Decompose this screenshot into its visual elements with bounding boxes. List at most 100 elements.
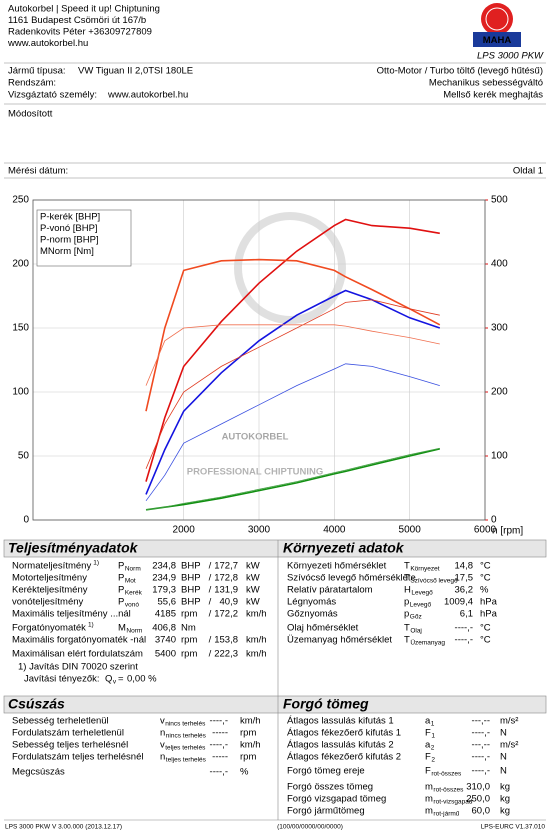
symbol: m (425, 794, 433, 805)
row-cell: Nm (181, 623, 196, 634)
company-line: 1161 Budapest Csömöri út 167/b (8, 15, 146, 26)
x-tick-label: 3000 (248, 525, 271, 536)
row-cell: ----- (212, 728, 228, 739)
row-cell: km/h (246, 609, 267, 620)
row-label: Gőznyomás (287, 609, 338, 620)
symbol: Q (105, 674, 112, 685)
row-label: Átlagos lassulás kifutás 1 (287, 716, 394, 727)
row-cell: 310,0 (466, 782, 490, 793)
vehicle-info: Mellső kerék meghajtás (443, 90, 543, 101)
row-cell: / (209, 561, 212, 572)
row-cell: km/h (246, 635, 267, 646)
company-line: Radenkovits Péter +36309727809 (8, 27, 152, 38)
symbol: P (118, 585, 124, 596)
symbol: p (404, 597, 409, 608)
x-tick-label: 2000 (173, 525, 196, 536)
row-label: Forgó tömeg ereje (287, 766, 365, 777)
symbol-sub: Olaj (410, 628, 422, 635)
symbol: M (118, 623, 126, 634)
x-axis-label: n [rpm] (492, 526, 523, 537)
symbol: a (425, 740, 431, 751)
row-cell: ----,- (210, 740, 228, 751)
row-label: Átlagos lassulás kifutás 2 (287, 740, 394, 751)
x-tick-label: 4000 (323, 525, 346, 536)
date-label: Mérési dátum: (8, 166, 68, 177)
symbol-sub: Szívócső levegő (410, 578, 458, 585)
row-cell: BHP (181, 561, 201, 572)
row-cell: 234,9 (152, 573, 176, 584)
row-cell: 172,8 (214, 573, 238, 584)
section-title: Teljesítményadatok (8, 540, 139, 556)
legend-entry: MNorm [Nm] (40, 246, 94, 257)
row-cell: 4185 (155, 609, 176, 620)
symbol-sub: Gőz (410, 614, 422, 621)
row-cell: 3740 (155, 635, 176, 646)
company-line: Autokorbel | Speed it up! Chiptuning (8, 4, 160, 15)
symbol-sub: 1 (431, 733, 435, 740)
row-cell: 250,0 (466, 794, 490, 805)
row-cell: / (209, 573, 212, 584)
symbol-sub: Kerék (125, 590, 143, 597)
row-label: Olaj hőmérséklet (287, 623, 359, 634)
product-name: LPS 3000 PKW (477, 51, 544, 62)
legend-box (36, 209, 132, 267)
symbol: F (425, 752, 431, 763)
row-cell: km/h (240, 716, 261, 727)
footnote: = (118, 674, 124, 685)
y2-tick-label: 300 (491, 323, 508, 334)
row-cell: ----,- (455, 623, 473, 634)
section-bar (3, 539, 547, 558)
symbol: v (160, 740, 165, 751)
row-cell: 234,8 (152, 561, 176, 572)
row-cell: 5400 (155, 649, 176, 660)
y2-tick-label: 500 (491, 195, 508, 206)
row-note: 1) (88, 622, 94, 629)
row-cell: 60,0 (472, 806, 491, 817)
row-label: Sebesség terheletlenül (12, 716, 109, 727)
y2-tick-label: 100 (491, 451, 508, 462)
logo-badge (485, 7, 509, 31)
symbol-sub: v (113, 679, 117, 686)
legend-entry: P-norm [BHP] (40, 235, 99, 246)
vehicle-value: www.autokorbel.hu (107, 90, 188, 101)
vehicle-info: Otto-Motor / Turbo töltő (levegő hűtésű) (377, 66, 543, 77)
symbol-sub: nincs terhelés (165, 721, 206, 728)
row-label: Megcsúszás (12, 767, 65, 778)
vehicle-label: Jármű típusa: (8, 66, 66, 77)
row-label: Üzemanyag hőmérséklet (287, 635, 392, 646)
series-line (145, 299, 440, 469)
symbol-sub: 2 (431, 757, 435, 764)
series-line (145, 218, 440, 482)
row-cell: % (240, 767, 249, 778)
vehicle-label: Rendszám: (8, 78, 56, 89)
watermark: AUTOKORBEL (222, 432, 289, 443)
symbol: m (425, 782, 433, 793)
row-cell: ----,- (455, 635, 473, 646)
symbol-sub: 2 (431, 745, 435, 752)
symbol-sub: Norm (125, 566, 141, 573)
symbol: T (404, 635, 410, 646)
row-cell: 406,8 (152, 623, 176, 634)
symbol: a (425, 716, 431, 727)
row-cell: BHP (181, 585, 201, 596)
symbol: F (425, 766, 431, 777)
symbol: m (425, 806, 433, 817)
row-label: Forgó összes tömeg (287, 782, 373, 793)
row-cell: rpm (181, 635, 197, 646)
symbol-sub: 1 (431, 721, 435, 728)
row-cell: / (209, 597, 212, 608)
row-label: Légnyomás (287, 597, 336, 608)
note: Módosított (8, 109, 53, 120)
symbol: n (160, 752, 165, 763)
y-tick-label: 200 (12, 259, 29, 270)
row-cell: kW (246, 597, 260, 608)
row-cell: ----,- (472, 752, 490, 763)
row-label: Maximális forgatónyomaték -nál (12, 635, 146, 646)
legend-entry: P-kerék [BHP] (40, 212, 100, 223)
y-tick-label: 100 (12, 387, 29, 398)
row-cell: 55,6 (158, 597, 177, 608)
logo-text: MAHA (483, 35, 512, 46)
symbol: P (118, 573, 124, 584)
